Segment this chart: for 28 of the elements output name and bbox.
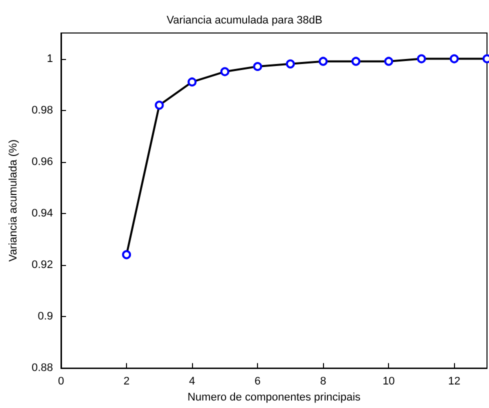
- point: [351, 56, 360, 66]
- y-tick-label: 0.88: [32, 362, 53, 374]
- y-tick-label: 0.96: [32, 156, 53, 168]
- x-tick-label: 2: [123, 376, 130, 388]
- x-tick-label: 4: [189, 376, 196, 388]
- x-tick-label: 6: [254, 376, 261, 388]
- point: [416, 54, 426, 64]
- y-tick-label: 0.92: [32, 258, 53, 271]
- point: [253, 62, 262, 72]
- x-tick-label: 0: [58, 376, 64, 388]
- point: [188, 77, 197, 86]
- y-tick-label: 0.94: [32, 207, 53, 220]
- x-tick-label: 10: [382, 376, 395, 388]
- y-tick-label: 1: [46, 52, 53, 65]
- point: [122, 250, 132, 260]
- point: [318, 56, 328, 66]
- chart-title: Variancia acumulada para 38dB: [166, 14, 322, 26]
- y-tick-label: 0.98: [32, 104, 53, 116]
- point: [220, 67, 230, 76]
- x-tick-label: 12: [448, 376, 460, 388]
- point: [154, 100, 164, 110]
- point: [384, 56, 394, 66]
- y-axis-title: Variancia acumulada (%): [8, 140, 20, 262]
- x-tick-label: 8: [320, 376, 326, 388]
- y-tick-label: 0.9: [38, 310, 53, 323]
- point: [286, 59, 295, 68]
- x-axis-title: Numero de componentes principais: [187, 392, 362, 404]
- point: [450, 54, 459, 64]
